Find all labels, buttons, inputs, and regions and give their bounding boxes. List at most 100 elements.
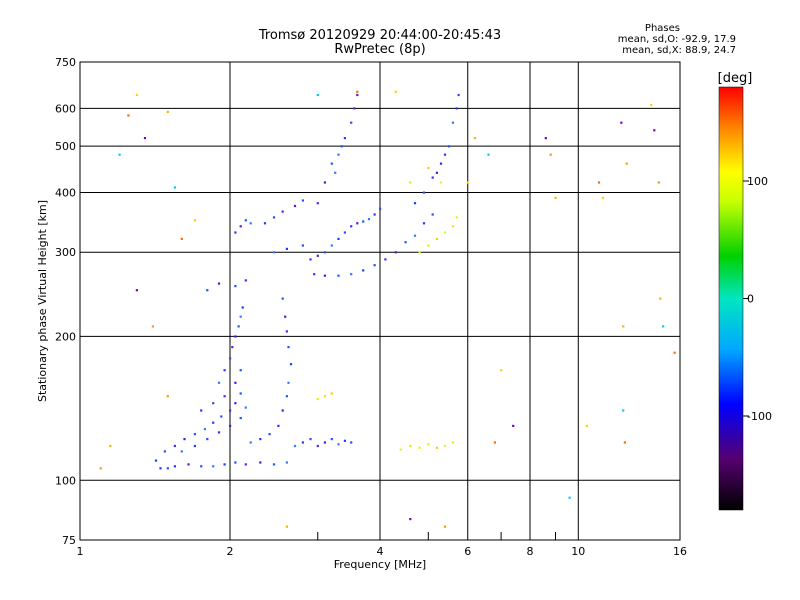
echo-point [323, 441, 326, 444]
echo-point [316, 397, 319, 401]
echo-point [662, 325, 665, 328]
echo-point [413, 234, 417, 237]
echo-point [330, 244, 333, 247]
echo-point [443, 231, 447, 234]
echo-point [183, 438, 186, 441]
echo-point [187, 463, 190, 466]
echo-point [281, 297, 284, 300]
echo-point [443, 153, 447, 156]
echo-point [340, 145, 343, 148]
echo-point [493, 441, 496, 444]
echo-point [435, 446, 438, 449]
echo-point [439, 181, 443, 184]
echo-point [343, 137, 346, 140]
echo-point [203, 428, 206, 431]
echo-point [234, 285, 237, 288]
colorbar-tick-label: 0 [747, 293, 754, 306]
echo-point [427, 443, 430, 446]
echo-point [422, 222, 426, 225]
echo-point [259, 438, 262, 441]
echo-point [418, 251, 421, 254]
echo-point [549, 153, 552, 156]
phases-heading: Phases [644, 23, 680, 34]
echo-point [451, 121, 454, 124]
echo-point [268, 433, 271, 436]
echo-point [285, 247, 288, 250]
echo-point [323, 181, 326, 184]
echo-point [180, 450, 183, 453]
echo-point [439, 162, 443, 165]
y-axis-label: Stationary phase Virtual Height [km] [36, 200, 49, 402]
echo-point [244, 219, 247, 222]
echo-point [394, 251, 397, 254]
echo-point [159, 467, 162, 470]
echo-point [289, 363, 293, 366]
echo-point [334, 171, 337, 174]
x-tick-label: 8 [527, 545, 534, 558]
y-axis-ticks: 75 100 200 300 400 500 600 750 [55, 56, 76, 547]
colorbar-tick-label: 100 [747, 175, 768, 188]
echo-point [373, 264, 376, 267]
echo-point [337, 274, 340, 277]
echo-point [217, 282, 221, 285]
echo-point [330, 392, 333, 395]
echo-point [384, 258, 387, 261]
echo-point [356, 222, 359, 225]
echo-point [343, 439, 346, 442]
echo-point [212, 465, 215, 468]
echo-point [435, 171, 438, 174]
echo-point [597, 181, 601, 184]
echo-point [585, 424, 588, 427]
echo-point [443, 444, 447, 448]
echo-point [350, 121, 353, 124]
echo-point [356, 90, 359, 93]
echo-point [500, 369, 503, 372]
echo-point [135, 289, 138, 292]
echo-point [244, 279, 247, 282]
echo-point [249, 222, 252, 225]
echo-point [473, 137, 476, 140]
x-tick-label: 4 [377, 545, 384, 558]
echo-point [263, 222, 267, 225]
echo-point [316, 93, 319, 97]
y-tick-label: 500 [55, 140, 76, 153]
echo-point [367, 218, 371, 221]
x-axis-label: Frequency [MHz] [334, 558, 426, 571]
echo-point [223, 395, 226, 398]
echo-point [350, 273, 353, 276]
plot-frame [79, 61, 681, 541]
echo-point [657, 181, 660, 184]
echo-point [413, 202, 417, 205]
y-tick-label: 75 [62, 534, 76, 547]
echo-point [244, 406, 247, 409]
echo-point [217, 381, 221, 384]
y-tick-label: 100 [55, 474, 76, 487]
echo-point [284, 315, 287, 318]
echo-point [487, 153, 490, 156]
echo-point [337, 237, 340, 240]
echo-point [435, 237, 438, 240]
echo-point [362, 269, 365, 272]
echo-point [281, 409, 284, 412]
echo-point [287, 346, 290, 349]
echo-point [229, 357, 232, 360]
echo-point [323, 251, 326, 254]
echo-point [151, 325, 154, 328]
echo-point [259, 461, 262, 464]
echo-point [404, 241, 407, 244]
echo-point [622, 325, 625, 328]
echo-point [229, 424, 232, 427]
y-tick-label: 300 [55, 246, 76, 259]
echo-point [601, 196, 604, 199]
echo-point [301, 441, 304, 444]
echo-point [239, 225, 242, 228]
x-tick-label: 2 [227, 545, 234, 558]
echo-point [234, 402, 237, 405]
echo-point [285, 525, 288, 528]
echo-point [127, 114, 130, 117]
echo-point [451, 441, 454, 444]
x-tick-label: 10 [571, 545, 585, 558]
echo-point [422, 191, 426, 194]
echo-point [301, 199, 304, 202]
echo-point [330, 438, 333, 441]
